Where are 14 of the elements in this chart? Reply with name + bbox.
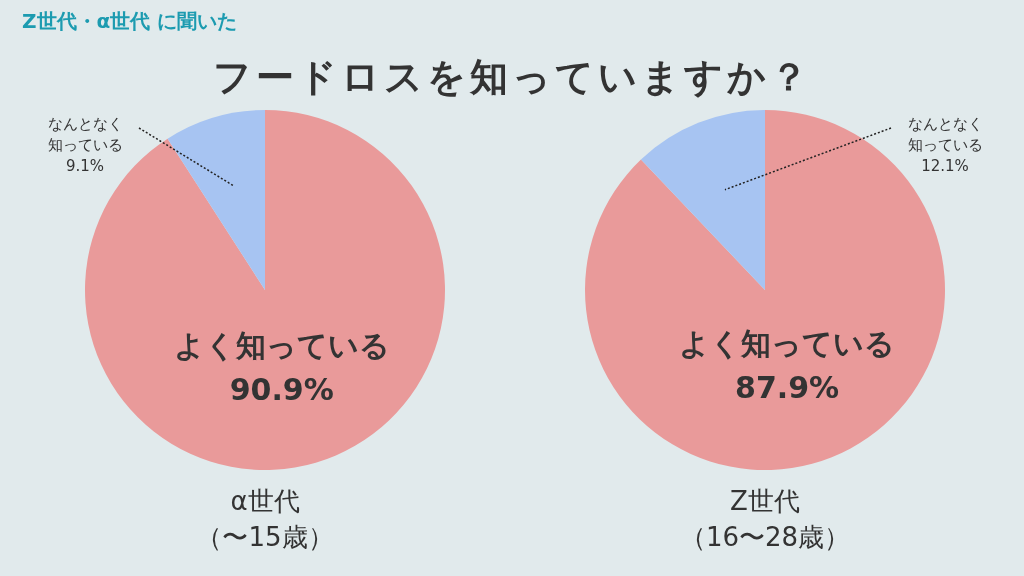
slice-label: よく知っている [679,326,896,362]
pie-slice [167,110,265,290]
slice-label: なんとなく知っている [907,115,983,155]
data-label: 12.1% [921,157,969,176]
slice-label: よく知っている [173,327,390,363]
pie-slice [640,110,765,290]
chart-subtitle: Z世代・α世代 に聞いた [22,8,238,35]
chart-title: フードロスを知っていますか？ [211,54,813,101]
data-label: 87.9% [735,370,840,406]
data-label: 9.1% [65,157,105,176]
data-label: 90.9% [229,371,334,407]
text: Z世代（16〜28歳） [679,486,851,552]
slice-label: なんとなく知っている [47,115,123,155]
text: α世代（〜15歳） [196,486,334,552]
